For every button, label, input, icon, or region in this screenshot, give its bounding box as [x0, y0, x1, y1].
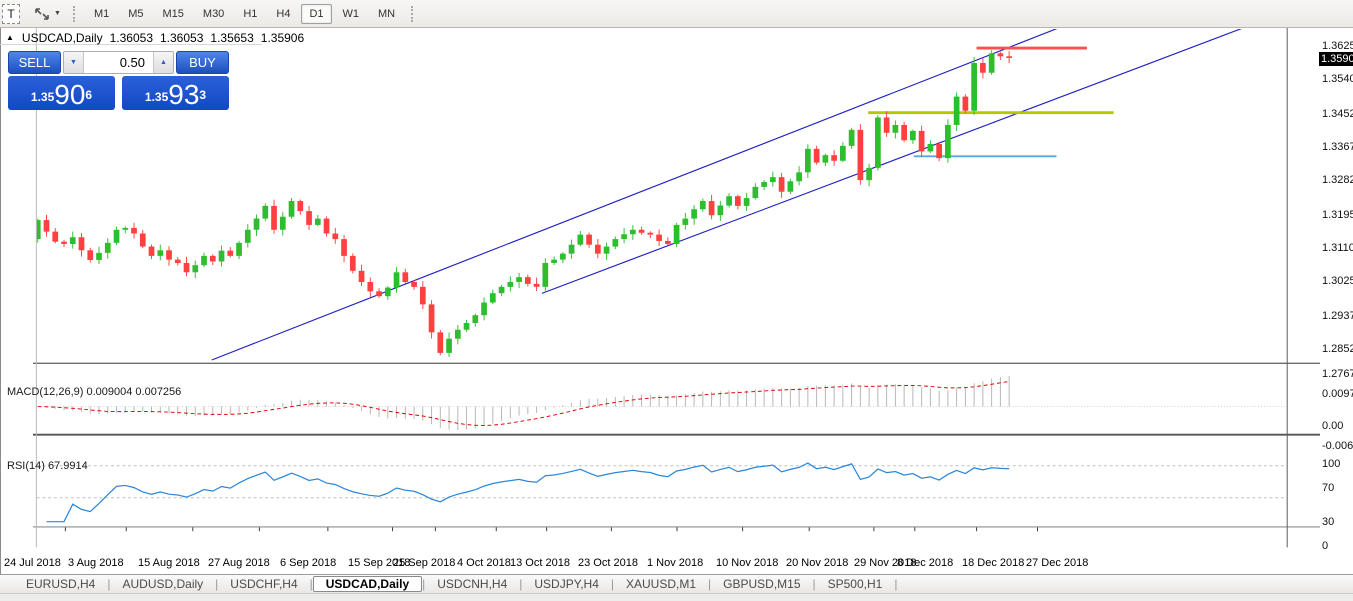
channel-trendline-0 [211, 28, 1058, 361]
tab-separator: | [215, 577, 219, 591]
volume-control: ▼ ▲ [63, 51, 174, 74]
tab-separator: | [708, 577, 712, 591]
buy-price-box[interactable]: 1.35 93 3 [122, 76, 229, 110]
tab-separator: | [812, 577, 816, 591]
sell-price-box[interactable]: 1.35 90 6 [8, 76, 115, 110]
tab-separator: | [610, 577, 614, 591]
window-left-edge [0, 28, 1, 601]
chart-tab-GBPUSD-M15[interactable]: GBPUSD,M15 [723, 577, 801, 591]
timeframe-button-H4[interactable]: H4 [276, 7, 291, 20]
chart-tab-bar: EURUSD,H4 | AUDUSD,Daily | USDCHF,H4 | USDCAD,… [0, 574, 1353, 593]
text-tool-button[interactable]: T [2, 3, 20, 24]
tab-separator: | [309, 577, 313, 591]
volume-decrease-button[interactable]: ▼ [64, 52, 84, 73]
channel-trendline-1 [541, 28, 1243, 294]
volume-increase-button[interactable]: ▲ [153, 52, 173, 73]
chart-tab-USDCAD-Daily[interactable]: USDCAD,Daily [312, 576, 423, 592]
chart-tab-USDJPY-H4[interactable]: USDJPY,H4 [534, 577, 599, 591]
panel-divider [0, 44, 262, 45]
sell-price-pip: 6 [85, 88, 93, 102]
buy-price-pip: 3 [199, 88, 207, 102]
chart-tab-USDCHF-H4[interactable]: USDCHF,H4 [230, 577, 298, 591]
chart-canvas[interactable] [0, 28, 1353, 574]
tab-separator: | [894, 577, 898, 591]
timeframe-button-D1[interactable]: D1 [301, 3, 332, 24]
status-strip [0, 593, 1353, 601]
macd-signal-line [37, 381, 1010, 426]
chart-tab-XAUUSD-M1[interactable]: XAUUSD,M1 [626, 577, 697, 591]
tab-separator: | [107, 577, 111, 591]
buy-button[interactable]: BUY [176, 51, 229, 74]
timeframe-button-M1[interactable]: M1 [93, 7, 110, 20]
macd-pane [36, 376, 1287, 430]
one-click-trading-panel: SELL ▼ ▲ BUY 1.35 90 6 1.35 93 3 [8, 51, 229, 110]
timeframe-buttons: M1 M5 M15 M30 H1 H4 D1 W1 MN [86, 3, 403, 24]
toolbar-grip[interactable] [72, 5, 78, 22]
buy-price-prefix: 1.35 [144, 90, 169, 104]
toolbar: T ▼ M1 M5 M15 M30 H1 H4 D1 W1 MN [0, 0, 1353, 28]
candlestick-layer [36, 50, 1012, 357]
arrow-objects-icon[interactable] [32, 5, 52, 23]
timeframe-button-MN[interactable]: MN [378, 7, 396, 20]
tab-separator: | [422, 577, 426, 591]
sell-price-main: 90 [54, 79, 86, 110]
rsi-pane [36, 462, 1287, 523]
sell-price-prefix: 1.35 [30, 90, 55, 104]
sell-button[interactable]: SELL [8, 51, 61, 74]
timeframe-button-M15[interactable]: M15 [162, 7, 184, 20]
macd-histogram [46, 376, 1010, 430]
timeframe-button-M5[interactable]: M5 [128, 7, 144, 20]
chart-tab-EURUSD-H4[interactable]: EURUSD,H4 [26, 577, 96, 591]
main-price-pane [36, 28, 1243, 361]
rsi-line [46, 462, 1010, 523]
buy-price-main: 93 [168, 79, 200, 110]
chart-tab-USDCNH-H4[interactable]: USDCNH,H4 [437, 577, 508, 591]
tab-separator: | [519, 577, 523, 591]
tool-dropdown-caret-icon[interactable]: ▼ [54, 10, 61, 17]
chart-tab-AUDUSD-Daily[interactable]: AUDUSD,Daily [122, 577, 204, 591]
timeframe-button-H1[interactable]: H1 [243, 7, 258, 20]
volume-input[interactable] [84, 52, 153, 73]
timeframe-button-W1[interactable]: W1 [342, 7, 360, 20]
timeframe-button-M30[interactable]: M30 [202, 7, 225, 20]
toolbar-separator [411, 5, 416, 22]
chart-tab-SP500-H1[interactable]: SP500,H1 [827, 577, 883, 591]
